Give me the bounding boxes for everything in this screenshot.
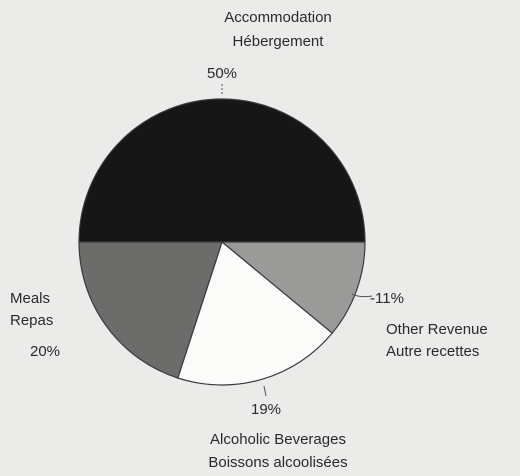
value-label-other-revenue: -11% bbox=[370, 290, 404, 307]
pie-slices bbox=[78, 98, 366, 386]
leader-alcoholic-beverages bbox=[263, 385, 267, 397]
label-accommodation-fr: Hébergement bbox=[233, 33, 325, 50]
leader-other-revenue bbox=[351, 293, 373, 298]
label-other-revenue-en: Other Revenue bbox=[386, 321, 488, 338]
pie-slice-accommodation bbox=[78, 98, 366, 243]
pie-slice-other-revenue bbox=[220, 241, 366, 334]
label-meals-fr: Repas bbox=[10, 312, 53, 329]
label-accommodation-en: Accommodation bbox=[224, 9, 332, 26]
value-label-accommodation: 50% bbox=[207, 65, 237, 82]
label-other-revenue-fr: Autre recettes bbox=[386, 343, 479, 360]
pie-slice-alcoholic-beverages bbox=[177, 240, 334, 386]
label-meals-en: Meals bbox=[10, 290, 50, 307]
value-label-meals: 20% bbox=[30, 343, 60, 360]
label-alcoholic-beverages-en: Alcoholic Beverages bbox=[210, 431, 346, 448]
pie-slice-meals bbox=[78, 241, 223, 379]
label-alcoholic-beverages-fr: Boissons alcoolisées bbox=[208, 454, 347, 471]
value-label-alcoholic-beverages: 19% bbox=[251, 401, 281, 418]
